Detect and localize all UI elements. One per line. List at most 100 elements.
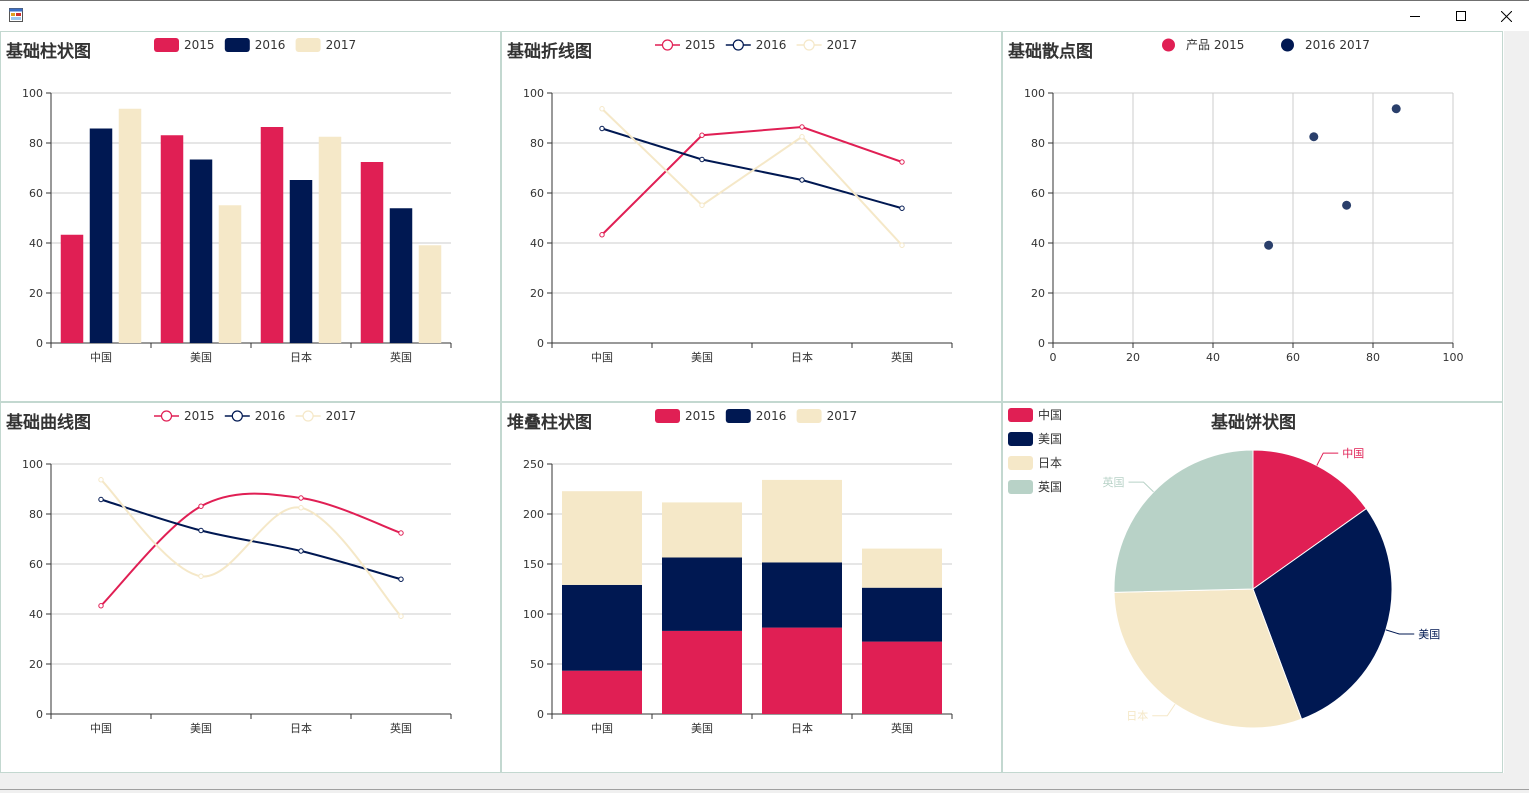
- bar-2017-bar: [218, 205, 242, 343]
- bar-ytick-label: 40: [29, 237, 43, 250]
- stack-2015-segment: [862, 641, 942, 714]
- bar-legend-swatch: [224, 38, 250, 52]
- line-legend-label: 2016: [756, 38, 787, 52]
- smooth-point: [298, 505, 304, 511]
- line-legend-label: 2015: [685, 38, 716, 52]
- line-chart-panel[interactable]: 2015 2016 2017 0 20 40 60 80 100 中国 美国 日本 英国 基础折线图: [501, 31, 1002, 402]
- scatter-chart-title: 基础散点图: [1008, 42, 1093, 62]
- smooth-line-chart-svg[interactable]: 2015 2016 2017 0 20 40 60 80 100 中国 美国 日本 英国: [1, 403, 501, 773]
- stacked-bar-chart-svg[interactable]: 2015 2016 2017 0 50 100 150 200 250 中国 美国 日本 英国: [502, 403, 1002, 773]
- stack-legend-label: 2017: [827, 409, 858, 423]
- maximize-icon: [1456, 11, 1466, 21]
- line-point: [899, 159, 905, 165]
- line-point: [699, 132, 705, 138]
- scatter-ytick-label: 20: [1031, 287, 1045, 300]
- scatter-chart-panel[interactable]: 产品 2015 2016 2017 0 20 40 60 80 100 0 20 40 60 80 100…: [1002, 31, 1503, 402]
- bar-xtick-label: 中国: [90, 351, 112, 364]
- smooth-xtick-label: 日本: [290, 721, 312, 735]
- bar-legend-swatch: [154, 38, 179, 52]
- line-point: [799, 124, 805, 130]
- line-xtick-label: 美国: [691, 351, 713, 364]
- scatter-chart-svg[interactable]: 产品 2015 2016 2017 0 20 40 60 80 100 0 20 40 60 80 100: [1003, 32, 1503, 402]
- bar-chart-svg[interactable]: 2015 2016 2017 0 20 40 60 80 100 中国 美国 日本 英国: [1, 32, 501, 402]
- stack-legend-label: 2015: [685, 409, 716, 423]
- scatter-ytick-label: 40: [1031, 237, 1045, 250]
- bar-2017-bar: [118, 108, 142, 343]
- scatter-ytick-label: 0: [1038, 337, 1045, 350]
- smooth-point: [198, 503, 204, 509]
- bar-2017-bar: [318, 136, 342, 343]
- line-point: [799, 177, 805, 183]
- bar-ytick-label: 0: [36, 337, 43, 350]
- scatter-xtick-label: 100: [1443, 351, 1464, 364]
- bar-ytick-label: 20: [29, 287, 43, 300]
- pie-leader-line: [1152, 703, 1176, 717]
- stack-2017-segment: [762, 479, 842, 563]
- stack-ytick-label: 150: [523, 558, 544, 571]
- smooth-line-chart-title: 基础曲线图: [6, 413, 91, 433]
- scatter-xtick-label: 80: [1366, 351, 1380, 364]
- bar-legend-label: 2016: [255, 38, 286, 52]
- stack-2015-segment: [662, 630, 742, 714]
- smooth-point: [398, 576, 404, 582]
- bar-chart-panel[interactable]: 2015 2016 2017 0 20 40 60 80 100 中国 美国 日本 英国 基础柱状图: [0, 31, 501, 402]
- line-chart-svg[interactable]: 2015 2016 2017 0 20 40 60 80 100 中国 美国 日本 英国: [502, 32, 1002, 402]
- stack-ytick-label: 0: [537, 708, 544, 721]
- bar-chart-title: 基础柱状图: [6, 42, 91, 62]
- line-legend-marker: [661, 39, 674, 51]
- stacked-bar-chart-panel[interactable]: 2015 2016 2017 0 50 100 150 200 250 中国 美国 日本 英国 堆叠柱状…: [501, 402, 1002, 773]
- line-point: [699, 156, 705, 163]
- scatter-legend-marker: [1281, 38, 1294, 52]
- line-ytick-label: 80: [530, 137, 544, 150]
- smooth-legend-label: 2015: [184, 409, 215, 423]
- window-bottom-border: [0, 789, 1529, 790]
- line-ytick-label: 100: [523, 87, 544, 100]
- scatter-legend-label: 产品 2015: [1186, 38, 1244, 52]
- pie-legend-label: 中国: [1038, 407, 1062, 422]
- pie-label: 日本: [1126, 709, 1148, 723]
- pie-legend-swatch: [1008, 480, 1033, 494]
- bar-ytick-label: 60: [29, 187, 43, 200]
- bar-xtick-label: 美国: [190, 351, 212, 364]
- bar-2016-bar: [89, 128, 113, 343]
- bar-2015-bar: [360, 162, 384, 343]
- smooth-legend-label: 2017: [326, 409, 357, 423]
- pie-legend-swatch: [1008, 432, 1033, 446]
- line-series-2017-line: [601, 108, 903, 246]
- window-titlebar[interactable]: [0, 0, 1529, 31]
- line-ytick-label: 20: [530, 287, 544, 300]
- line-legend-marker: [732, 39, 744, 51]
- smooth-series-2015-line: [100, 492, 402, 607]
- smooth-point: [398, 530, 404, 536]
- scatter-ytick-label: 60: [1031, 187, 1045, 200]
- smooth-line-chart-panel[interactable]: 2015 2016 2017 0 20 40 60 80 100 中国 美国 日本 英国 基础曲线图: [0, 402, 501, 773]
- minimize-button[interactable]: [1392, 1, 1438, 31]
- smooth-point: [98, 477, 104, 483]
- scatter-ytick-label: 100: [1024, 87, 1045, 100]
- bar-2015-bar: [160, 135, 184, 343]
- stack-2017-segment: [662, 502, 742, 558]
- scatter-xtick-label: 40: [1206, 351, 1220, 364]
- smooth-point: [198, 527, 204, 534]
- bar-legend-label: 2017: [326, 38, 357, 52]
- stack-xtick-label: 中国: [591, 722, 613, 735]
- smooth-point: [98, 603, 104, 609]
- line-ytick-label: 40: [530, 237, 544, 250]
- maximize-button[interactable]: [1438, 1, 1484, 31]
- line-legend-marker: [803, 39, 815, 51]
- stack-legend-swatch: [725, 409, 751, 423]
- stack-2016-segment: [662, 557, 742, 631]
- line-point: [899, 242, 905, 248]
- pie-legend-label: 美国: [1038, 432, 1062, 446]
- line-xtick-label: 英国: [891, 350, 913, 364]
- stacked-bar-chart-title: 堆叠柱状图: [507, 413, 592, 433]
- close-icon: [1500, 10, 1512, 22]
- pie-legend-swatch: [1008, 456, 1033, 470]
- bar-2016-bar: [389, 208, 413, 343]
- smooth-point: [398, 613, 404, 619]
- smooth-ytick-label: 60: [29, 558, 43, 571]
- pie-chart-panel[interactable]: 中国 美国 日本 英国 中国 美国 日本 英国 基础饼状图: [1002, 402, 1503, 773]
- close-button[interactable]: [1483, 1, 1529, 31]
- smooth-legend-label: 2016: [255, 409, 286, 423]
